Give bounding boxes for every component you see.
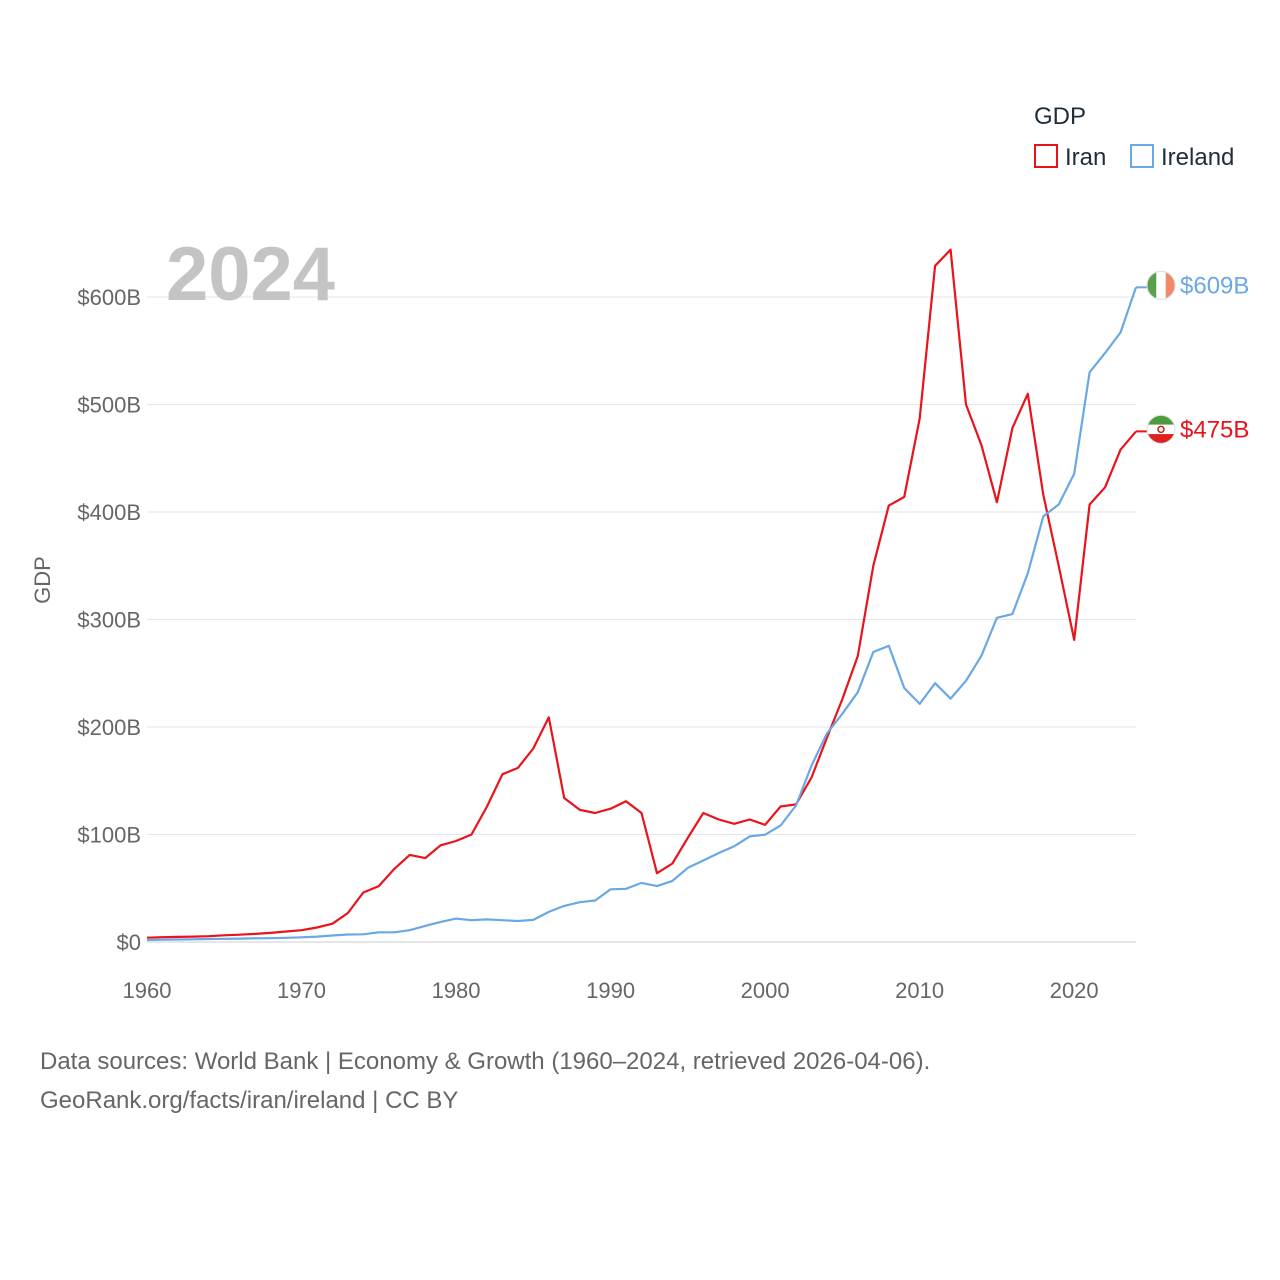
y-axis-ticks: $0 $100B $200B $300B $400B $500B $600B (77, 285, 141, 955)
y-tick-label: $200B (77, 715, 141, 740)
end-label-ireland: $609B (1180, 272, 1249, 299)
x-tick-label: 1970 (277, 978, 326, 1003)
year-watermark: 2024 (166, 232, 335, 317)
legend-swatch-ireland[interactable] (1130, 144, 1154, 168)
y-tick-label: $300B (77, 608, 141, 633)
iran-flag-icon (1146, 414, 1176, 444)
x-tick-label: 2000 (741, 978, 790, 1003)
footer: Data sources: World Bank | Economy & Gro… (40, 1042, 1240, 1120)
end-label-iran: $475B (1180, 416, 1249, 443)
footer-attribution: GeoRank.org/facts/iran/ireland | CC BY (40, 1087, 459, 1114)
legend: GDP Iran Ireland (1034, 103, 1234, 171)
series-lines (146, 248, 1138, 942)
y-tick-label: $100B (77, 823, 141, 848)
legend-label-iran[interactable]: Iran (1065, 144, 1106, 171)
x-axis-ticks: 1960 1970 1980 1990 2000 2010 2020 (123, 978, 1099, 1003)
y-tick-label: $500B (77, 393, 141, 418)
y-tick-label: $400B (77, 500, 141, 525)
y-tick-label: $0 (117, 930, 141, 955)
legend-title: GDP (1034, 103, 1086, 130)
x-tick-label: 2010 (895, 978, 944, 1003)
x-tick-label: 1990 (586, 978, 635, 1003)
y-tick-label: $600B (77, 285, 141, 310)
gdp-line-chart: 2024 $0 $100B $200B $300B $400B $500B $600B 19… (30, 103, 1249, 1003)
x-tick-label: 1980 (432, 978, 481, 1003)
series-line-ireland[interactable] (146, 286, 1138, 942)
y-axis-label: GDP (30, 556, 55, 604)
ireland-flag-icon (1146, 270, 1176, 300)
legend-swatch-iran[interactable] (1034, 144, 1058, 168)
legend-label-ireland[interactable]: Ireland (1161, 144, 1234, 171)
footer-sources: Data sources: World Bank | Economy & Gro… (40, 1048, 931, 1075)
series-line-iran[interactable] (146, 248, 1137, 939)
series-end-labels: $475B $609B (1136, 270, 1249, 444)
x-tick-label: 2020 (1050, 978, 1099, 1003)
gridlines (147, 296, 1136, 835)
x-tick-label: 1960 (123, 978, 172, 1003)
